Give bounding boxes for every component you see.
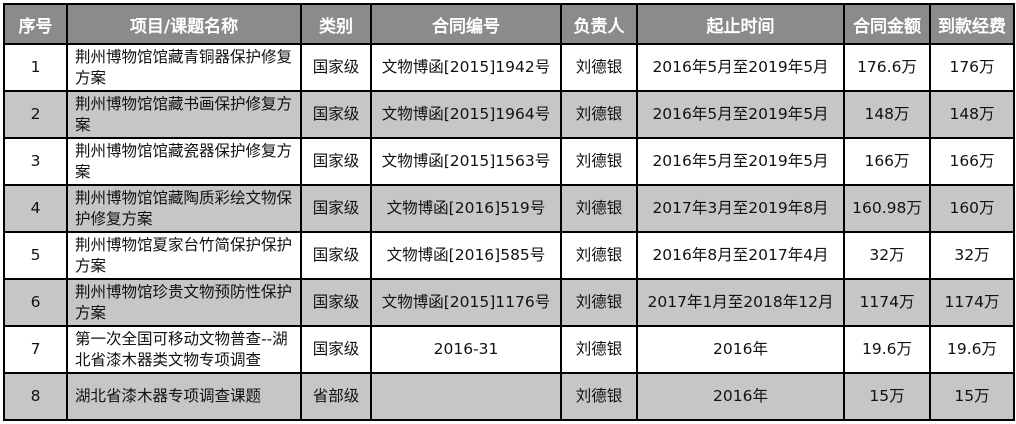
cell-project-name: 第一次全国可移动文物普查--湖北省漆木器类文物专项调查: [66, 325, 302, 374]
cell-contract-no: 文物博函[2016]585号: [370, 231, 562, 280]
cell-received: 176万: [929, 43, 1015, 92]
cell-index: 7: [3, 325, 68, 374]
cell-index: 2: [3, 90, 68, 139]
cell-period: 2016年5月至2019年5月: [636, 90, 845, 139]
cell-received: 32万: [929, 231, 1015, 280]
projects-table: 序号 项目/课题名称 类别 合同编号 负责人 起止时间 合同金额 到款经费 1 …: [3, 3, 1015, 421]
cell-received: 15万: [929, 372, 1015, 421]
header-cell-project-name: 项目/课题名称: [66, 3, 302, 45]
cell-contract-no: 2016-31: [370, 325, 562, 374]
cell-period: 2016年: [636, 372, 845, 421]
cell-category: 国家级: [300, 137, 372, 186]
cell-leader: 刘德银: [560, 372, 638, 421]
header-cell-received: 到款经费: [929, 3, 1015, 45]
cell-period: 2016年5月至2019年5月: [636, 137, 845, 186]
cell-project-name: 荆州博物馆夏家台竹简保护保护方案: [66, 231, 302, 280]
cell-index: 5: [3, 231, 68, 280]
cell-period: 2016年8月至2017年4月: [636, 231, 845, 280]
header-cell-category: 类别: [300, 3, 372, 45]
cell-contract-no: 文物博函[2015]1964号: [370, 90, 562, 139]
cell-contract-no: 文物博函[2015]1176号: [370, 278, 562, 327]
cell-leader: 刘德银: [560, 43, 638, 92]
table-row: 7 第一次全国可移动文物普查--湖北省漆木器类文物专项调查 国家级 2016-3…: [3, 325, 1015, 374]
cell-amount: 148万: [843, 90, 931, 139]
table-row: 6 荆州博物馆珍贵文物预防性保护方案 国家级 文物博函[2015]1176号 刘…: [3, 278, 1015, 327]
table-row: 4 荆州博物馆馆藏陶质彩绘文物保护修复方案 国家级 文物博函[2016]519号…: [3, 184, 1015, 233]
cell-period: 2016年: [636, 325, 845, 374]
cell-category: 省部级: [300, 372, 372, 421]
cell-received: 160万: [929, 184, 1015, 233]
table-row: 2 荆州博物馆馆藏书画保护修复方案 国家级 文物博函[2015]1964号 刘德…: [3, 90, 1015, 139]
cell-period: 2017年3月至2019年8月: [636, 184, 845, 233]
cell-category: 国家级: [300, 231, 372, 280]
header-row: 序号 项目/课题名称 类别 合同编号 负责人 起止时间 合同金额 到款经费: [3, 3, 1015, 45]
table-row: 1 荆州博物馆馆藏青铜器保护修复方案 国家级 文物博函[2015]1942号 刘…: [3, 43, 1015, 92]
cell-contract-no: 文物博函[2015]1942号: [370, 43, 562, 92]
cell-project-name: 荆州博物馆馆藏瓷器保护修复方案: [66, 137, 302, 186]
cell-category: 国家级: [300, 43, 372, 92]
cell-leader: 刘德银: [560, 90, 638, 139]
cell-amount: 15万: [843, 372, 931, 421]
cell-amount: 166万: [843, 137, 931, 186]
cell-leader: 刘德银: [560, 231, 638, 280]
cell-amount: 19.6万: [843, 325, 931, 374]
cell-leader: 刘德银: [560, 137, 638, 186]
cell-project-name: 荆州博物馆珍贵文物预防性保护方案: [66, 278, 302, 327]
cell-leader: 刘德银: [560, 278, 638, 327]
cell-category: 国家级: [300, 184, 372, 233]
cell-index: 4: [3, 184, 68, 233]
cell-category: 国家级: [300, 90, 372, 139]
cell-amount: 32万: [843, 231, 931, 280]
cell-contract-no: 文物博函[2016]519号: [370, 184, 562, 233]
cell-category: 国家级: [300, 325, 372, 374]
cell-received: 148万: [929, 90, 1015, 139]
cell-project-name: 荆州博物馆馆藏陶质彩绘文物保护修复方案: [66, 184, 302, 233]
cell-index: 1: [3, 43, 68, 92]
table-row: 3 荆州博物馆馆藏瓷器保护修复方案 国家级 文物博函[2015]1563号 刘德…: [3, 137, 1015, 186]
cell-amount: 1174万: [843, 278, 931, 327]
cell-index: 8: [3, 372, 68, 421]
cell-period: 2017年1月至2018年12月: [636, 278, 845, 327]
header-cell-index: 序号: [3, 3, 68, 45]
cell-category: 国家级: [300, 278, 372, 327]
header-cell-amount: 合同金额: [843, 3, 931, 45]
cell-received: 166万: [929, 137, 1015, 186]
cell-leader: 刘德银: [560, 184, 638, 233]
header-cell-contract-no: 合同编号: [370, 3, 562, 45]
cell-project-name: 荆州博物馆馆藏书画保护修复方案: [66, 90, 302, 139]
cell-index: 6: [3, 278, 68, 327]
cell-contract-no: 文物博函[2015]1563号: [370, 137, 562, 186]
cell-contract-no: [370, 372, 562, 421]
table-row: 8 湖北省漆木器专项调查课题 省部级 刘德银 2016年 15万 15万: [3, 372, 1015, 421]
header-cell-leader: 负责人: [560, 3, 638, 45]
cell-project-name: 荆州博物馆馆藏青铜器保护修复方案: [66, 43, 302, 92]
cell-index: 3: [3, 137, 68, 186]
cell-amount: 160.98万: [843, 184, 931, 233]
cell-received: 1174万: [929, 278, 1015, 327]
cell-project-name: 湖北省漆木器专项调查课题: [66, 372, 302, 421]
cell-received: 19.6万: [929, 325, 1015, 374]
cell-amount: 176.6万: [843, 43, 931, 92]
cell-period: 2016年5月至2019年5月: [636, 43, 845, 92]
header-cell-period: 起止时间: [636, 3, 845, 45]
table-row: 5 荆州博物馆夏家台竹简保护保护方案 国家级 文物博函[2016]585号 刘德…: [3, 231, 1015, 280]
cell-leader: 刘德银: [560, 325, 638, 374]
